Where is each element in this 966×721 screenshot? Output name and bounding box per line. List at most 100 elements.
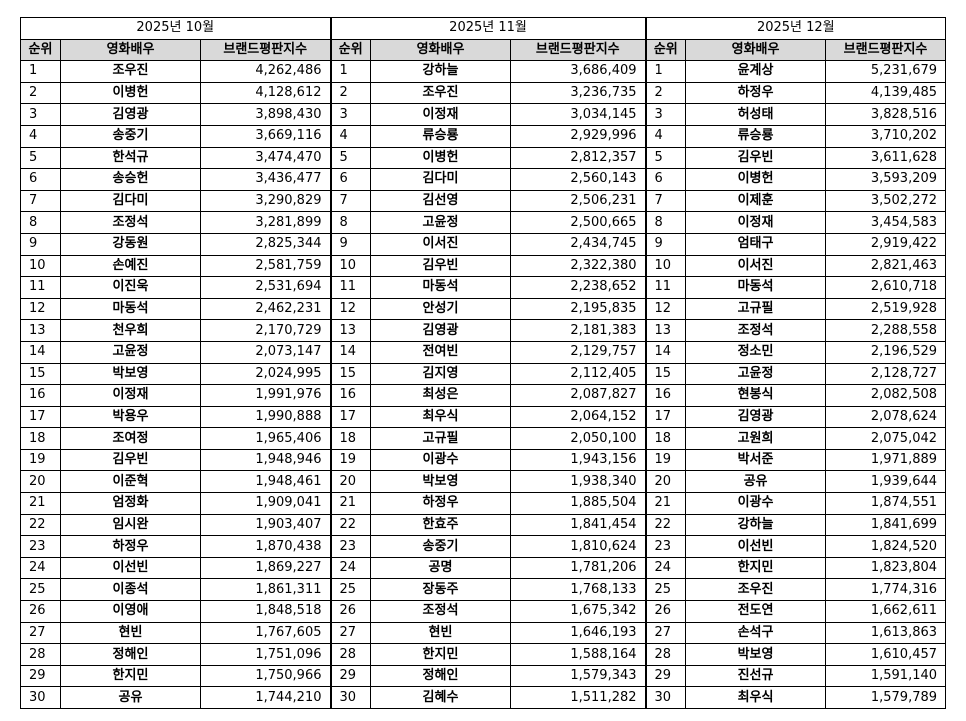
- data-row: 18 조여정 1,965,406 18 고규필 2,050,100 18 고원희 2,075,0…: [20, 427, 947, 450]
- column-header: 순위: [329, 38, 371, 62]
- score-cell: 2,195,835: [509, 297, 647, 321]
- score-cell: 3,593,209: [825, 168, 947, 191]
- rank-cell: 14: [20, 340, 61, 364]
- actor-cell: 조정석: [685, 319, 827, 342]
- score-cell: 2,825,344: [200, 232, 331, 256]
- score-cell: 3,502,272: [825, 189, 947, 213]
- column-header: 영화배우: [370, 38, 511, 62]
- actor-cell: 류승룡: [685, 124, 827, 148]
- rank-cell: 20: [329, 470, 371, 494]
- rank-cell: 20: [20, 470, 61, 494]
- actor-cell: 최성은: [370, 384, 511, 407]
- data-row: 28 정해인 1,751,096 28 한지민 1,588,164 28 박보영 1,610,4…: [20, 643, 947, 666]
- rank-cell: 10: [644, 254, 687, 278]
- rank-cell: 3: [329, 103, 371, 126]
- rank-cell: 16: [329, 384, 371, 407]
- score-cell: 1,588,164: [509, 643, 647, 666]
- rank-cell: 22: [644, 513, 687, 537]
- rank-cell: 13: [329, 319, 371, 342]
- score-cell: 1,991,976: [200, 384, 331, 407]
- actor-cell: 이종석: [60, 578, 201, 602]
- actor-cell: 안성기: [370, 297, 511, 321]
- score-cell: 2,087,827: [509, 384, 647, 407]
- score-cell: 1,948,946: [200, 448, 331, 472]
- actor-cell: 정해인: [60, 643, 201, 666]
- actor-cell: 김영광: [685, 405, 827, 429]
- actor-cell: 현빈: [60, 621, 201, 645]
- score-cell: 2,812,357: [509, 146, 647, 170]
- actor-cell: 강동원: [60, 232, 201, 256]
- actor-cell: 현빈: [370, 621, 511, 645]
- rank-cell: 7: [329, 189, 371, 213]
- rank-cell: 18: [644, 427, 687, 450]
- rank-cell: 11: [644, 276, 687, 299]
- score-cell: 3,034,145: [509, 103, 647, 126]
- rank-cell: 3: [644, 103, 687, 126]
- actor-cell: 최우식: [685, 686, 827, 709]
- actor-cell: 김우빈: [370, 254, 511, 278]
- rank-cell: 22: [20, 513, 61, 537]
- data-row: 23 하정우 1,870,438 23 송중기 1,810,624 23 이선빈 1,824,5…: [20, 535, 947, 558]
- score-cell: 1,943,156: [509, 448, 647, 472]
- rank-cell: 19: [644, 448, 687, 472]
- actor-cell: 진선규: [685, 664, 827, 688]
- data-row: 17 박용우 1,990,888 17 최우식 2,064,152 17 김영광 2,078,6…: [20, 405, 947, 429]
- data-row: 4 송중기 3,669,116 4 류승룡 2,929,996 4 류승룡 3,710,202: [20, 124, 947, 148]
- score-cell: 2,238,652: [509, 276, 647, 299]
- score-cell: 4,139,485: [825, 81, 947, 105]
- rank-cell: 16: [20, 384, 61, 407]
- score-cell: 1,939,644: [825, 470, 947, 494]
- ranking-table: 2025년 10월 2025년 11월 2025년 12월 순위 영화배우 브랜드평판지수…: [20, 17, 947, 709]
- rank-cell: 17: [329, 405, 371, 429]
- score-cell: 2,082,508: [825, 384, 947, 407]
- score-cell: 2,129,757: [509, 340, 647, 364]
- actor-cell: 류승룡: [370, 124, 511, 148]
- actor-cell: 이선빈: [60, 556, 201, 580]
- actor-cell: 이병헌: [685, 168, 827, 191]
- data-row: 21 엄정화 1,909,041 21 하정우 1,885,504 21 이광수 1,874,5…: [20, 492, 947, 515]
- actor-cell: 임시완: [60, 513, 201, 537]
- rank-cell: 24: [644, 556, 687, 580]
- score-cell: 1,948,461: [200, 470, 331, 494]
- rank-cell: 5: [329, 146, 371, 170]
- score-cell: 2,581,759: [200, 254, 331, 278]
- data-row: 2 이병헌 4,128,612 2 조우진 3,236,735 2 하정우 4,139,485: [20, 81, 947, 105]
- score-cell: 1,675,342: [509, 600, 647, 623]
- rank-cell: 23: [644, 535, 687, 558]
- rank-cell: 29: [644, 664, 687, 688]
- actor-cell: 이서진: [685, 254, 827, 278]
- column-header: 영화배우: [685, 38, 827, 62]
- rank-cell: 26: [644, 600, 687, 623]
- rank-cell: 14: [329, 340, 371, 364]
- month-title: 2025년 10월: [20, 17, 331, 40]
- actor-cell: 한효주: [370, 513, 511, 537]
- rank-cell: 6: [329, 168, 371, 191]
- rank-cell: 1: [329, 60, 371, 83]
- score-cell: 3,898,430: [200, 103, 331, 126]
- actor-cell: 허성태: [685, 103, 827, 126]
- score-cell: 2,112,405: [509, 362, 647, 386]
- score-cell: 2,288,558: [825, 319, 947, 342]
- actor-cell: 조정석: [60, 211, 201, 234]
- score-cell: 2,919,422: [825, 232, 947, 256]
- rank-cell: 5: [20, 146, 61, 170]
- score-cell: 3,281,899: [200, 211, 331, 234]
- score-cell: 2,128,727: [825, 362, 947, 386]
- rank-cell: 27: [329, 621, 371, 645]
- actor-cell: 박보영: [60, 362, 201, 386]
- rank-cell: 29: [329, 664, 371, 688]
- actor-cell: 정해인: [370, 664, 511, 688]
- rank-cell: 7: [644, 189, 687, 213]
- rank-cell: 5: [644, 146, 687, 170]
- rank-cell: 8: [329, 211, 371, 234]
- actor-cell: 이병헌: [370, 146, 511, 170]
- actor-cell: 김지영: [370, 362, 511, 386]
- score-cell: 1,751,096: [200, 643, 331, 666]
- actor-cell: 손예진: [60, 254, 201, 278]
- column-header: 브랜드평판지수: [509, 38, 647, 62]
- actor-cell: 조우진: [60, 60, 201, 83]
- data-row: 9 강동원 2,825,344 9 이서진 2,434,745 9 엄태구 2,919,422: [20, 232, 947, 256]
- actor-cell: 이영애: [60, 600, 201, 623]
- score-cell: 2,322,380: [509, 254, 647, 278]
